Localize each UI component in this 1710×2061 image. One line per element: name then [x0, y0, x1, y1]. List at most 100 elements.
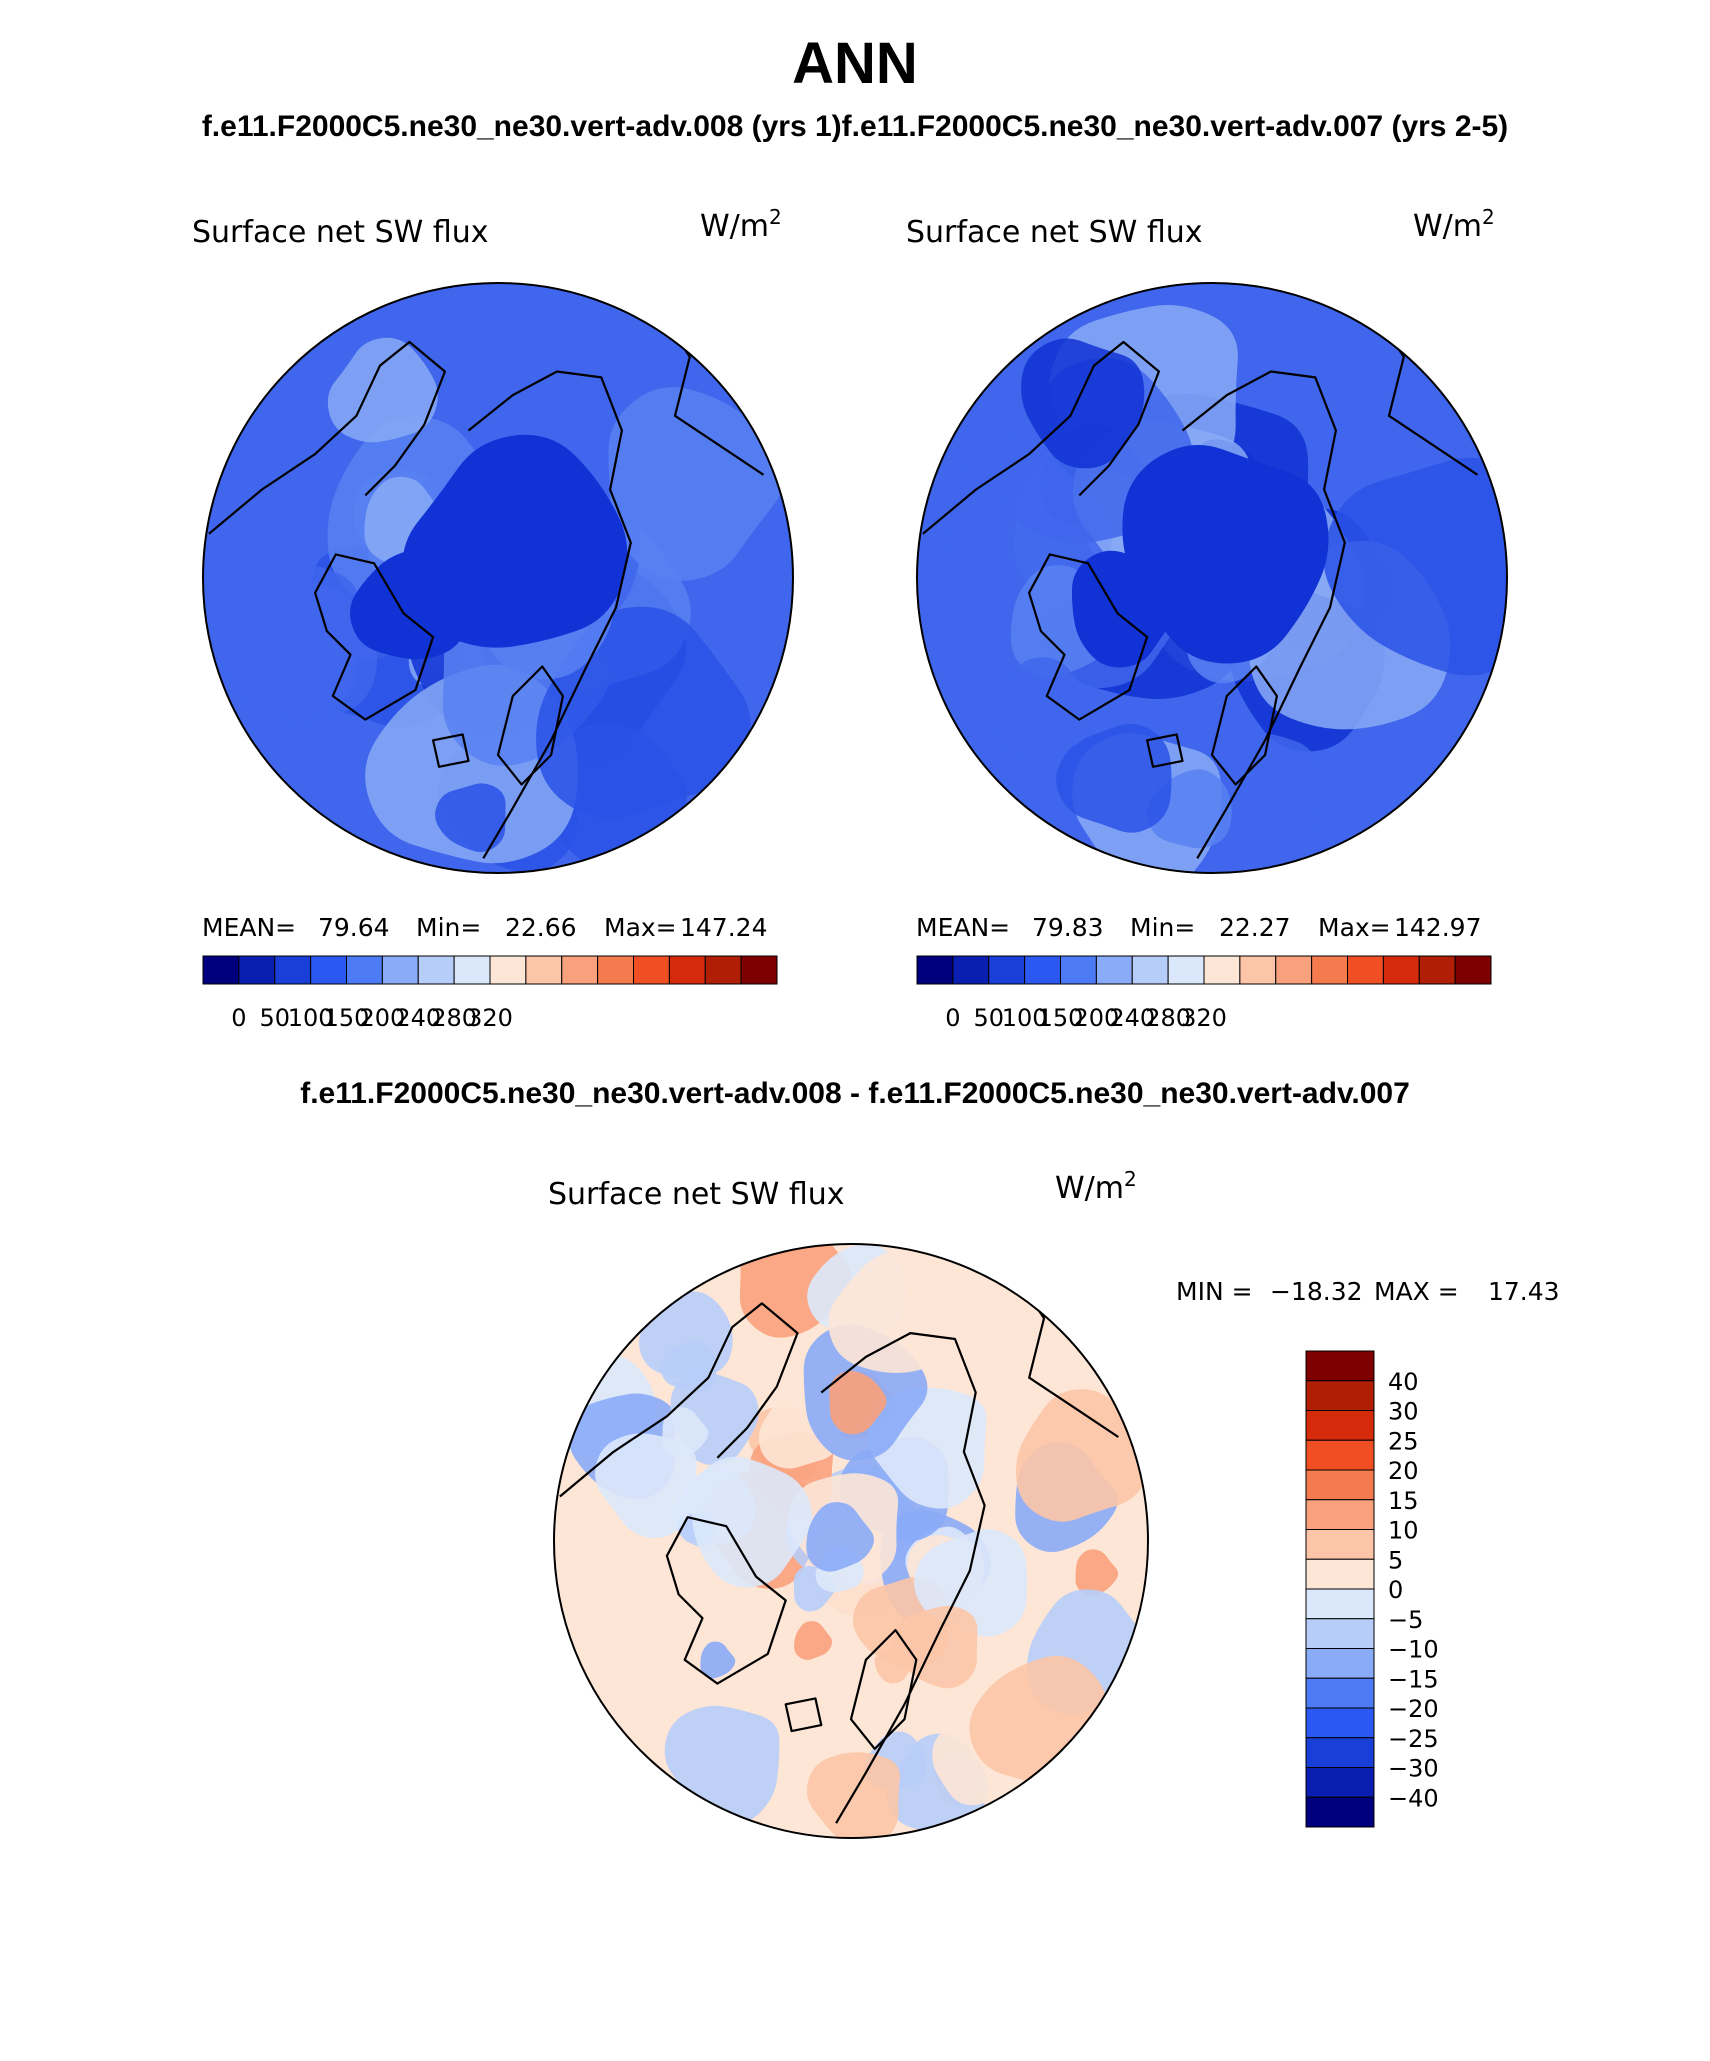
colorbar-tick-label: 320	[1181, 1004, 1227, 1032]
colorbar-swatch	[952, 955, 990, 985]
colorbar-tick-label: 50	[973, 1004, 1004, 1032]
colorbar-swatch	[597, 955, 634, 985]
panel-diff-coastlines	[559, 1273, 1119, 1824]
colorbar-tick-label: −15	[1388, 1665, 1439, 1693]
colorbar-tick-label: 150	[324, 1004, 370, 1032]
colorbar-swatch	[1305, 1410, 1375, 1441]
colorbar-swatch	[1275, 955, 1313, 985]
colorbar-swatch	[1454, 955, 1492, 985]
coastline	[314, 553, 435, 721]
coastline	[1210, 665, 1278, 786]
colorbar-tick-label: 40	[1388, 1368, 1419, 1396]
colorbar-swatch	[561, 955, 599, 985]
colorbar-swatch	[274, 955, 312, 985]
contour-region	[660, 1340, 717, 1393]
colorbar-tick-label: −25	[1388, 1725, 1439, 1753]
contour-region	[806, 1752, 901, 1838]
subtitle-left: f.e11.F2000C5.ne30_ne30.vert-adv.008 (yr…	[201, 110, 842, 143]
contour-region	[828, 1250, 961, 1374]
colorbar-swatch	[1382, 955, 1420, 985]
coastline	[1146, 733, 1184, 768]
colorbar-tick-label: −40	[1388, 1784, 1439, 1812]
difference-title: f.e11.F2000C5.ne30_ne30.vert-adv.008 - f…	[300, 1077, 1410, 1110]
panel-left-map-border	[202, 282, 794, 874]
panel-right-variable: Surface net SW flux	[906, 215, 1203, 250]
coastline	[1028, 553, 1149, 721]
panel-right: Surface net SW flux W/m2 MEAN= 79.83 Min…	[906, 205, 1508, 1032]
colorbar-swatch	[1239, 955, 1277, 985]
coastline	[1181, 370, 1346, 859]
panel-left-max-value: 147.24	[680, 913, 767, 942]
colorbar-tick-label: 5	[1388, 1546, 1403, 1574]
colorbar-swatch	[704, 955, 742, 985]
panel-diff-variable: Surface net SW flux	[548, 1177, 845, 1212]
colorbar-swatch	[1024, 955, 1061, 985]
contour-region	[595, 1433, 697, 1539]
panel-left-mean-label: MEAN=	[202, 913, 296, 942]
contour-region	[203, 563, 360, 722]
contour-region	[794, 1621, 833, 1660]
colorbar-tick-label: 320	[467, 1004, 513, 1032]
colorbar-swatch	[381, 955, 419, 985]
colorbar-tick-label: 280	[1145, 1004, 1191, 1032]
coastline	[432, 733, 470, 768]
coastline	[559, 1302, 799, 1498]
colorbar-swatch	[1305, 1767, 1375, 1798]
panel-diff-map	[554, 1244, 1148, 1838]
colorbar-tick-label: 0	[1388, 1576, 1403, 1604]
colorbar-tick-label: 0	[231, 1004, 246, 1032]
contour-region	[691, 1456, 812, 1588]
panel-left: Surface net SW flux W/m2 MEAN= 79.64 Min…	[192, 205, 794, 1032]
colorbar-swatch	[1305, 1648, 1375, 1679]
colorbar-swatch	[310, 955, 347, 985]
colorbar-swatch	[1305, 1469, 1375, 1501]
coastline	[784, 1697, 823, 1733]
colorbar-swatch	[1311, 955, 1348, 985]
colorbar-swatch	[1305, 1380, 1375, 1411]
panel-diff-min-label: MIN =	[1176, 1277, 1253, 1306]
colorbar-swatch	[1305, 1707, 1375, 1739]
coastline	[820, 1332, 986, 1824]
contour-region	[1021, 338, 1145, 469]
contour-region	[662, 1407, 709, 1458]
panel-right-max-label: Max=	[1318, 913, 1391, 942]
panel-left-variable: Surface net SW flux	[192, 215, 489, 250]
colorbar-tick-label: 10	[1388, 1517, 1419, 1545]
colorbar-tick-label: 100	[1002, 1004, 1048, 1032]
coastline	[467, 370, 632, 859]
colorbar-swatch	[1060, 955, 1097, 985]
contour-region	[1323, 457, 1507, 676]
colorbar-tick-label: 240	[395, 1004, 441, 1032]
colorbar-swatch	[1167, 955, 1205, 985]
colorbar-tick-label: 150	[1038, 1004, 1084, 1032]
panel-left-min-value: 22.66	[505, 913, 577, 942]
contour-region	[829, 1370, 887, 1435]
colorbar-swatch	[453, 955, 491, 985]
panel-right-units: W/m2	[1413, 205, 1495, 244]
colorbar-swatch	[1305, 1618, 1375, 1649]
colorbar-swatch	[1305, 1677, 1375, 1709]
figure-title: ANN	[792, 31, 918, 96]
coastline	[208, 340, 446, 535]
colorbar-swatch	[1305, 1737, 1375, 1768]
contour-region	[435, 783, 506, 852]
colorbar-swatch	[238, 955, 276, 985]
panel-left-map	[203, 283, 793, 873]
panel-diff-min-value: −18.32	[1270, 1277, 1363, 1306]
colorbar-swatch	[1305, 1499, 1375, 1530]
colorbar-swatch	[740, 955, 778, 985]
colorbar-swatch	[1305, 1796, 1375, 1828]
contour-region-greenland	[350, 549, 469, 660]
colorbar-swatch	[346, 955, 383, 985]
colorbar-tick-label: −20	[1388, 1695, 1439, 1723]
subtitle-right: f.e11.F2000C5.ne30_ne30.vert-adv.007 (yr…	[841, 110, 1509, 143]
panel-left-min-label: Min=	[416, 913, 481, 942]
colorbar-swatch	[1305, 1439, 1375, 1471]
panel-diff: Surface net SW flux W/m2 MIN = −18.32 MA…	[548, 1167, 1560, 1839]
coastline	[665, 1516, 787, 1685]
contour-region	[806, 1502, 874, 1572]
panel-right-mean-value: 79.83	[1032, 913, 1104, 942]
panel-right-min-label: Min=	[1130, 913, 1195, 942]
